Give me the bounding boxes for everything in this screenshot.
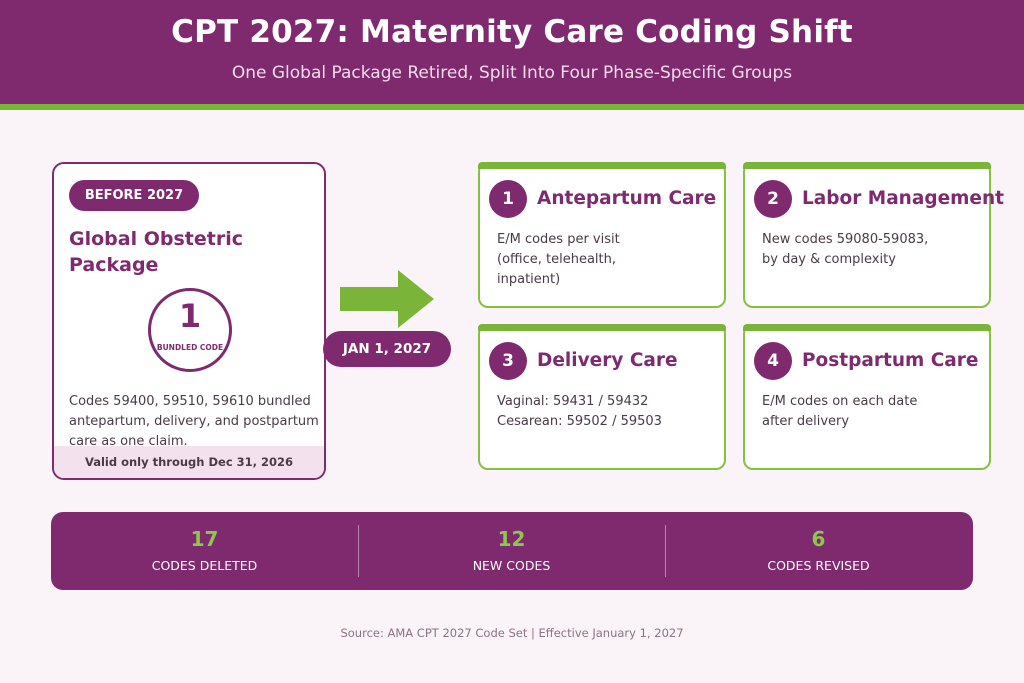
stat-label: NEW CODES [472, 558, 551, 573]
phase-number-badge: 3 [489, 342, 527, 380]
phase-card-postpartum: 4 Postpartum Care E/M codes on each date… [743, 324, 991, 470]
transition-arrow-icon [340, 270, 434, 328]
phase-description-line: (office, telehealth, [497, 252, 616, 267]
phase-title: Antepartum Care [537, 188, 717, 209]
stat-divider [358, 525, 359, 577]
phase-number-badge: 2 [754, 180, 792, 218]
header-banner: CPT 2027: Maternity Care Coding Shift On… [0, 0, 1024, 104]
phase-description-line: New codes 59080-59083, [762, 232, 929, 247]
stat-divider [665, 525, 666, 577]
phase-card-labor: 2 Labor Management New codes 59080-59083… [743, 162, 1004, 308]
phase-description: E/M codes per visit (office, telehealth,… [497, 230, 722, 290]
stats-bar: 17 CODES DELETED 12 NEW CODES 6 CODES RE… [51, 512, 973, 590]
phase-description: Vaginal: 59431 / 59432 Cesarean: 59502 /… [497, 392, 722, 432]
header-accent-bar [0, 104, 1024, 110]
before-card: BEFORE 2027 Global Obstetric Package 1 B… [52, 162, 326, 480]
phase-description-line: E/M codes on each date [762, 394, 918, 409]
transition-date-badge: JAN 1, 2027 [323, 331, 451, 367]
bundled-code-circle: 1 BUNDLED CODE [148, 288, 232, 372]
page-title: CPT 2027: Maternity Care Coding Shift [171, 14, 853, 50]
phase-description: New codes 59080-59083, by day & complexi… [762, 230, 987, 270]
stat-value: 12 [497, 527, 526, 551]
stat-value: 17 [190, 527, 219, 551]
phase-card-delivery: 3 Delivery Care Vaginal: 59431 / 59432 C… [478, 324, 726, 470]
phase-card-top-bar [478, 162, 726, 169]
stat-codes-deleted: 17 CODES DELETED [51, 512, 358, 590]
stat-label: CODES REVISED [767, 558, 870, 573]
before-description: Codes 59400, 59510, 59610 bundled antepa… [69, 394, 319, 449]
phase-card-top-bar [478, 324, 726, 331]
before-title: Global Obstetric Package [69, 228, 243, 276]
phase-title: Labor Management [802, 188, 1004, 209]
before-badge: BEFORE 2027 [69, 180, 199, 211]
stat-codes-revised: 6 CODES REVISED [665, 512, 972, 590]
source-note: Source: AMA CPT 2027 Code Set | Effectiv… [340, 626, 684, 640]
phase-description-line: inpatient) [497, 272, 561, 287]
phase-description-line: Vaginal: 59431 / 59432 [497, 394, 649, 409]
phase-number-badge: 1 [489, 180, 527, 218]
phase-number-badge: 4 [754, 342, 792, 380]
phase-description-line: by day & complexity [762, 252, 896, 267]
bundled-code-count: 1 [178, 297, 202, 335]
stat-value: 6 [811, 527, 826, 551]
phase-card-antepartum: 1 Antepartum Care E/M codes per visit (o… [478, 162, 726, 308]
phase-description: E/M codes on each date after delivery [762, 392, 987, 432]
phase-title: Postpartum Care [802, 350, 979, 371]
page-subtitle: One Global Package Retired, Split Into F… [231, 63, 793, 83]
phase-title: Delivery Care [537, 350, 678, 371]
stat-label: CODES DELETED [151, 558, 258, 573]
phase-description-line: E/M codes per visit [497, 232, 620, 247]
phase-card-top-bar [743, 162, 991, 169]
phase-description-line: Cesarean: 59502 / 59503 [497, 414, 662, 429]
before-validity-note: Valid only through Dec 31, 2026 [54, 446, 324, 478]
phase-description-line: after delivery [762, 414, 850, 429]
bundled-code-label: BUNDLED CODE [156, 343, 224, 352]
phase-card-top-bar [743, 324, 991, 331]
stat-new-codes: 12 NEW CODES [358, 512, 665, 590]
